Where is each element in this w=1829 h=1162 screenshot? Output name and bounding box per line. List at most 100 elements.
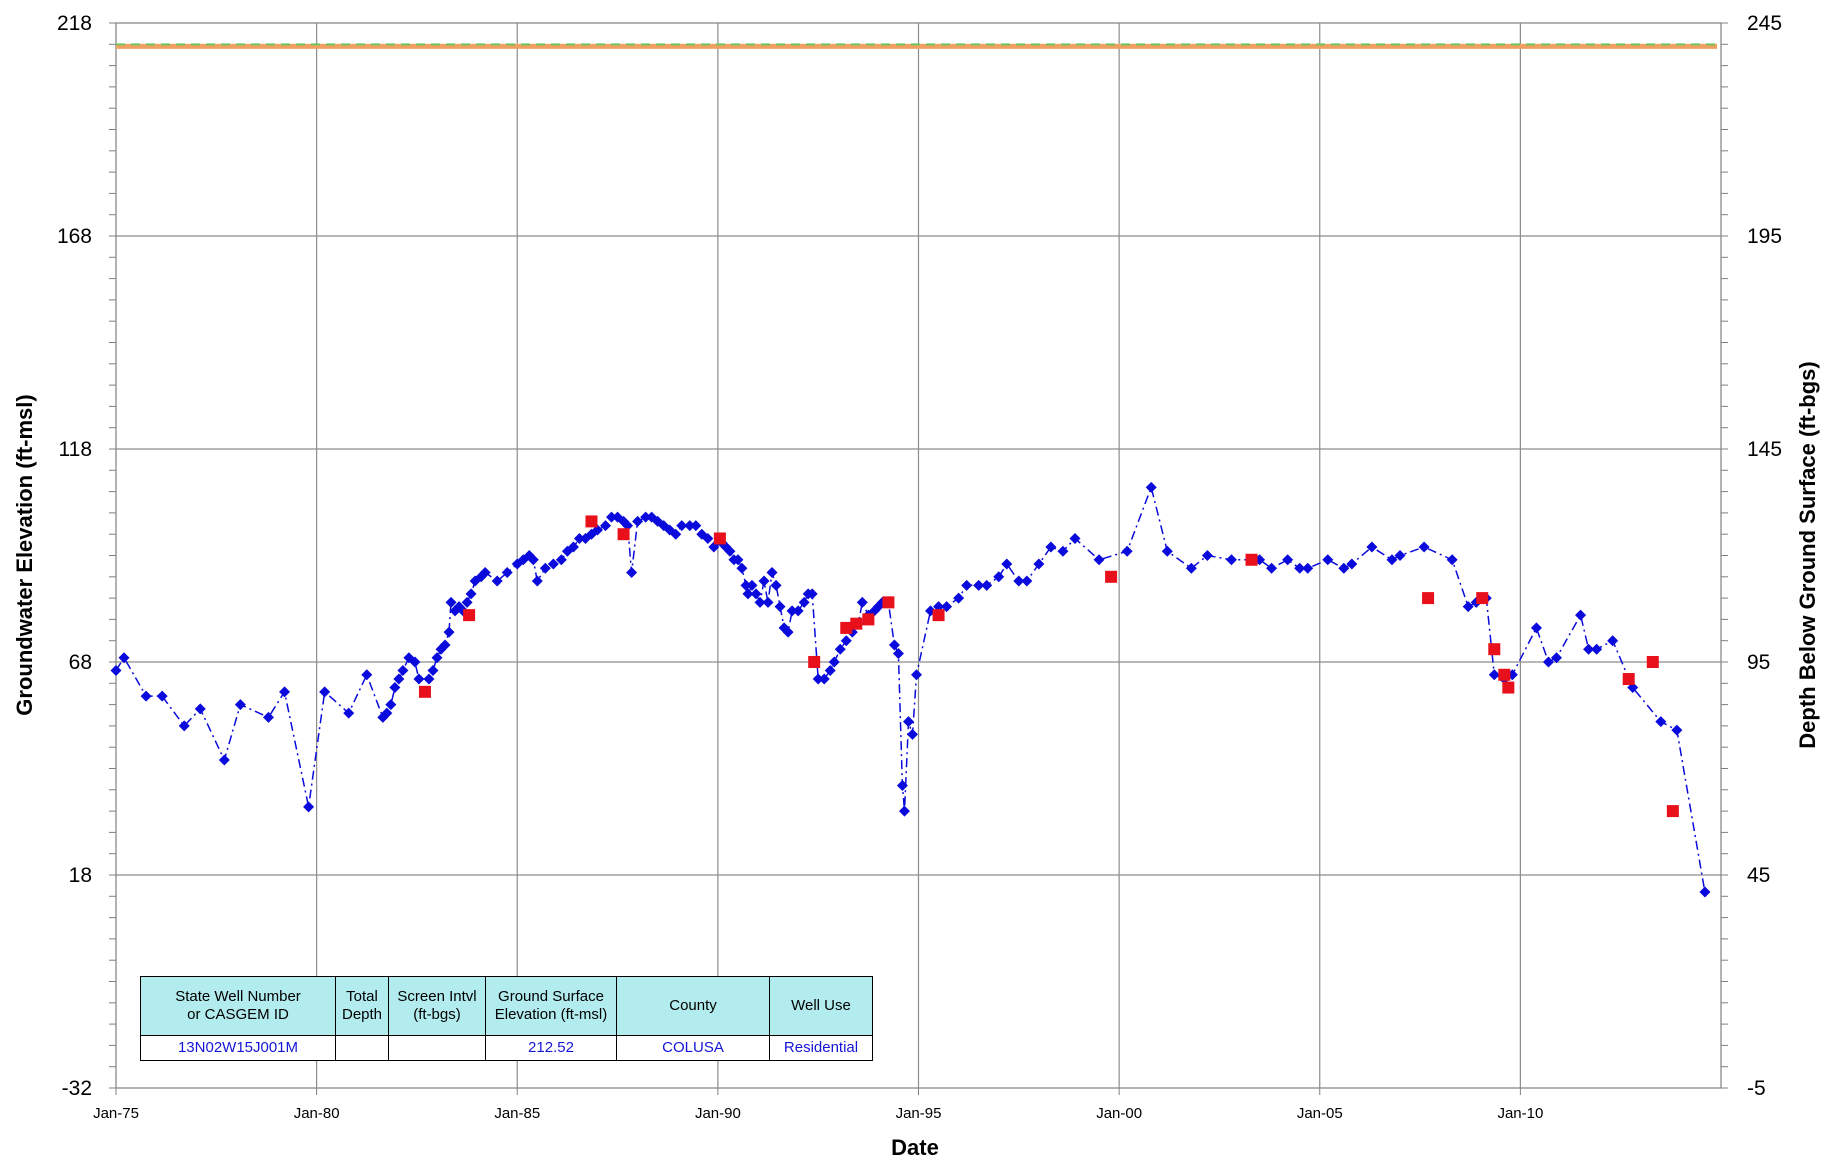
diamond-point	[567, 541, 579, 553]
diamond-point	[898, 805, 910, 817]
diamond-point	[194, 703, 206, 715]
diamond-point	[1583, 643, 1595, 655]
diamond-point	[626, 567, 638, 579]
diamond-point	[740, 579, 752, 591]
diamond-point	[702, 532, 714, 544]
diamond-point	[431, 652, 443, 664]
diamond-point	[600, 520, 612, 532]
well-info-value-row: 13N02W15J001M 212.52 COLUSA Residential	[140, 1035, 873, 1061]
y2-tick-label: 245	[1747, 12, 1782, 35]
diamond-point	[1161, 545, 1173, 557]
diamond-point	[279, 686, 291, 698]
diamond-point	[319, 686, 331, 698]
diamond-point	[1488, 669, 1500, 681]
square-point	[1476, 592, 1489, 605]
diamond-point	[140, 690, 152, 702]
value-total-depth	[335, 1035, 389, 1061]
diamond-point	[834, 643, 846, 655]
well-info-header-row: State Well Number or CASGEM ID Total Dep…	[140, 976, 873, 1036]
diamond-point	[953, 592, 965, 604]
x-tick-label: Jan-00	[1096, 1105, 1142, 1122]
header-total-depth: Total Depth	[335, 976, 389, 1036]
value-ground-elevation: 212.52	[485, 1035, 617, 1061]
y2-tick-label: 95	[1747, 651, 1770, 674]
header-well-use: Well Use	[769, 976, 873, 1036]
square-point	[1622, 673, 1635, 686]
diamond-point	[806, 588, 818, 600]
diamond-point	[786, 605, 798, 617]
square-point	[882, 596, 895, 609]
diamond-point	[1294, 562, 1306, 574]
diamond-point	[906, 728, 918, 740]
header-county: County	[616, 976, 770, 1036]
diamond-point	[1021, 575, 1033, 587]
diamond-point	[782, 626, 794, 638]
diamond-point	[1145, 481, 1157, 493]
diamond-point	[1446, 554, 1458, 566]
y-tick-label: 118	[59, 438, 92, 461]
value-well-number: 13N02W15J001M	[140, 1035, 336, 1061]
x-tick-label: Jan-10	[1497, 1105, 1543, 1122]
diamond-point	[465, 588, 477, 600]
y-tick-label: 168	[57, 225, 92, 248]
diamond-point	[423, 673, 435, 685]
diamond-point	[1671, 724, 1683, 736]
y2-tick-label: 145	[1747, 438, 1782, 461]
square-point	[1488, 643, 1501, 656]
diamond-point	[397, 665, 409, 677]
diamond-point	[840, 635, 852, 647]
diamond-point	[427, 665, 439, 677]
diamond-point	[1121, 545, 1133, 557]
diamond-point	[766, 567, 778, 579]
diamond-point	[539, 562, 551, 574]
diamond-point	[684, 520, 696, 532]
diamond-point	[798, 596, 810, 608]
diamond-point	[413, 673, 425, 685]
diamond-point	[1013, 575, 1025, 587]
well-info-table: State Well Number or CASGEM ID Total Dep…	[140, 976, 873, 1061]
header-ground-elevation: Ground Surface Elevation (ft-msl)	[485, 976, 617, 1036]
x-tick-label: Jan-90	[695, 1105, 741, 1122]
diamond-point	[746, 579, 758, 591]
diamond-point	[343, 707, 355, 719]
square-point	[1422, 592, 1435, 605]
square-point	[585, 515, 598, 528]
value-well-use: Residential	[769, 1035, 873, 1061]
diamond-point	[409, 656, 421, 668]
diamond-point	[1045, 541, 1057, 553]
y2-tick-label: 195	[1747, 225, 1782, 248]
diamond-point	[1225, 554, 1237, 566]
diamond-point	[792, 605, 804, 617]
diamond-point	[1057, 545, 1069, 557]
diamond-point	[910, 669, 922, 681]
axis-ticks	[109, 22, 1728, 1095]
diamond-point	[1282, 554, 1294, 566]
diamond-point	[1462, 601, 1474, 613]
diamond-point	[606, 511, 618, 523]
diamond-point	[1530, 622, 1542, 634]
x-tick-label: Jan-95	[896, 1105, 942, 1122]
diamond-point	[670, 528, 682, 540]
diamond-point	[690, 520, 702, 532]
x-tick-label: Jan-75	[93, 1105, 139, 1122]
diamond-point	[1093, 554, 1105, 566]
y-tick-label: -32	[62, 1077, 92, 1100]
square-point	[418, 685, 431, 698]
diamond-point	[754, 596, 766, 608]
diamond-point	[385, 699, 397, 711]
diamond-point	[632, 515, 644, 527]
diamond-point	[1322, 554, 1334, 566]
square-point	[617, 528, 630, 541]
y-axis-title: Groundwater Elevation (ft-msl)	[12, 394, 37, 715]
grid-lines	[116, 23, 1721, 1088]
diamond-point	[381, 707, 393, 719]
diamond-point	[724, 545, 736, 557]
diamond-point	[461, 596, 473, 608]
diamond-point	[303, 801, 315, 813]
header-well-number: State Well Number or CASGEM ID	[140, 976, 336, 1036]
diamond-point	[762, 596, 774, 608]
square-point	[1498, 668, 1511, 681]
square-point	[850, 617, 863, 630]
diamond-point	[234, 699, 246, 711]
